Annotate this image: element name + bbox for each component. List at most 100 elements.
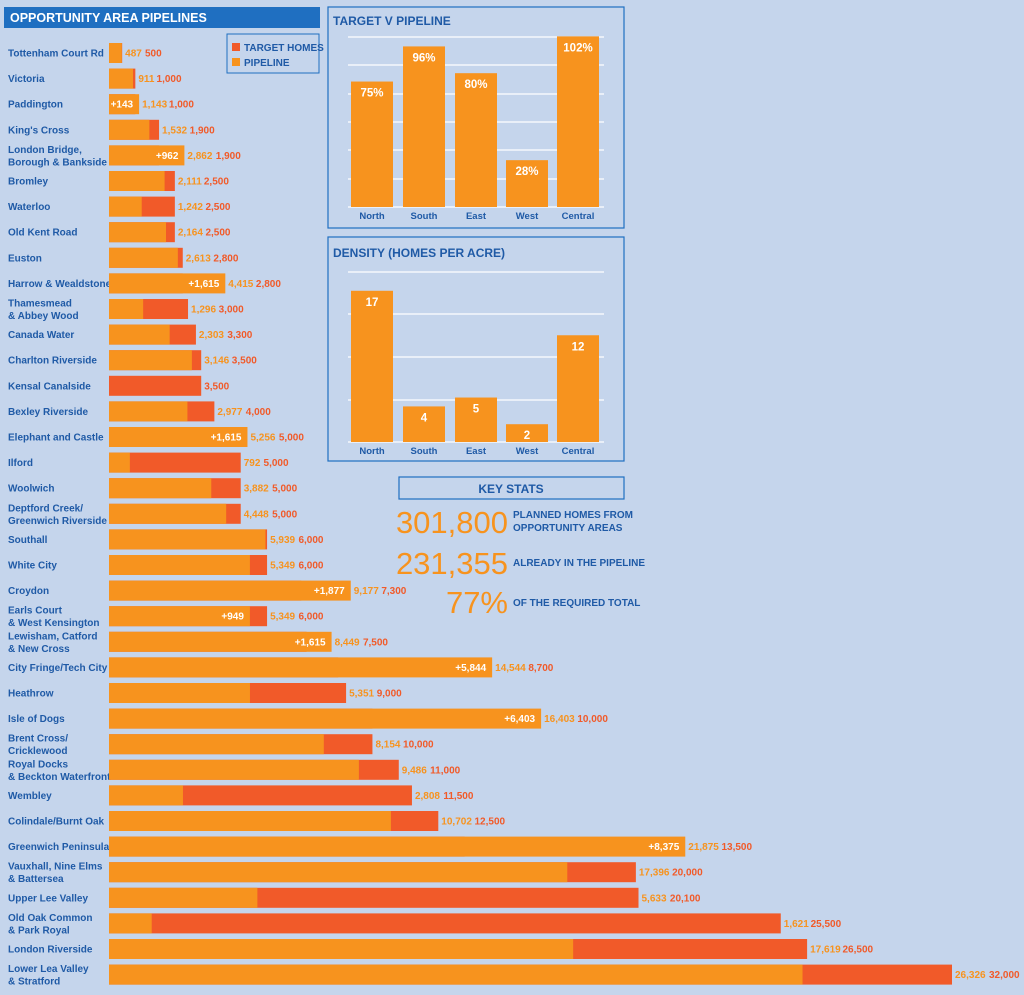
category-label-line: Thamesmead: [8, 299, 72, 310]
bar-pipeline: [109, 171, 165, 191]
category-label: King's Cross: [8, 125, 70, 136]
small-bar: [403, 406, 445, 442]
target-value-label: 5,000: [279, 433, 304, 444]
small-bar-value: 28%: [515, 166, 538, 178]
pipeline-value-label: 17,619: [810, 945, 841, 956]
category-label: Euston: [8, 253, 42, 264]
target-value-label: 26,500: [843, 945, 874, 956]
target-value-label: 1,900: [190, 125, 215, 136]
pipeline-value-label: 911: [138, 74, 155, 85]
pipeline-value-label: 9,486: [402, 765, 427, 776]
bar-pipeline: [109, 68, 133, 89]
small-bar-category: North: [359, 446, 385, 457]
excess-label: +1,877: [314, 586, 345, 597]
bar-pipeline: [109, 580, 351, 601]
bar-pipeline: [109, 887, 258, 908]
target-panel: [327, 6, 625, 229]
category-label-line: Greenwich Riverside: [8, 516, 107, 527]
bar-pipeline: [109, 862, 568, 883]
category-label-line: Isle of Dogs: [8, 714, 65, 725]
target-value-label: 20,100: [670, 893, 701, 904]
pipeline-value-label: 1,242: [178, 202, 203, 213]
small-bar-category: West: [516, 446, 539, 457]
category-label-line: Old Oak Common: [8, 913, 92, 924]
excess-label: +949: [221, 612, 244, 623]
category-label: Brent Cross/Cricklewood: [8, 734, 68, 758]
category-label-line: Colindale/Burnt Oak: [8, 817, 105, 828]
legend-pipeline-label: PIPELINE: [244, 58, 290, 69]
category-label: Kensal Canalside: [8, 381, 91, 392]
bar-pipeline: [109, 145, 185, 166]
target-value-label: 10,000: [577, 714, 608, 725]
category-label-line: Ilford: [8, 458, 33, 469]
excess-label: +962: [156, 151, 179, 162]
small-bar: [351, 290, 393, 442]
pipeline-value-label: 3,146: [204, 356, 229, 367]
category-label: Waterloo: [8, 202, 50, 213]
category-label: Royal Docks & Beckton Waterfront: [8, 759, 111, 783]
pipeline-value-label: 2,111: [178, 177, 202, 188]
target-value-label: 1,900: [216, 151, 241, 162]
category-label: Colindale/Burnt Oak: [8, 817, 105, 828]
target-value-label: 8,700: [528, 663, 553, 674]
target-value-label: 5,000: [272, 509, 297, 520]
bar-pipeline: [109, 529, 266, 550]
stat-number-percent: 77%: [446, 585, 508, 620]
category-label-line: Croydon: [8, 586, 49, 597]
excess-label: +6,403: [504, 714, 535, 725]
category-label: Victoria: [8, 74, 45, 85]
small-bar: [403, 46, 445, 207]
pipeline-value-label: 1,143: [142, 100, 167, 111]
category-label-line: London Riverside: [8, 945, 93, 956]
density-panel: [327, 236, 625, 462]
small-bar-value: 2: [524, 430, 530, 442]
target-value-label: 2,500: [205, 228, 230, 239]
bar-pipeline: [109, 350, 192, 371]
target-value-label: 6,000: [298, 612, 323, 623]
bar-pipeline: [109, 657, 493, 678]
category-label-line: Vauxhall, Nine Elms: [8, 862, 103, 873]
small-bar: [455, 397, 497, 442]
target-value-label: 9,000: [377, 689, 402, 700]
small-bar-value: 17: [366, 297, 379, 309]
category-label: Deptford Creek/Greenwich Riverside: [8, 503, 107, 527]
target-value-label: 3,500: [232, 356, 257, 367]
category-label: Southall: [8, 535, 48, 546]
category-label-line: & Stratford: [8, 977, 60, 988]
pipeline-value-label: 26,326: [955, 970, 986, 981]
target-value-label: 7,300: [381, 586, 406, 597]
small-bar-category: South: [411, 211, 438, 222]
stat-label-percent: OF THE REQUIRED TOTAL: [513, 598, 640, 609]
category-label-line: & Beckton Waterfront: [8, 772, 111, 783]
category-label-line: Southall: [8, 535, 48, 546]
category-label: Canada Water: [8, 330, 74, 341]
excess-label: +1,615: [295, 637, 326, 648]
stat-label-planned-line-1: PLANNED HOMES FROM: [513, 510, 633, 521]
bar-pipeline: [109, 478, 212, 499]
target-value-label: 2,500: [204, 177, 229, 188]
bar-pipeline: [109, 119, 150, 140]
category-label-line: Canada Water: [8, 330, 74, 341]
category-label: Heathrow: [8, 689, 54, 700]
bar-pipeline: [109, 247, 178, 268]
category-label: Wembley: [8, 791, 52, 802]
stat-number-pipeline: 231,355: [396, 546, 508, 581]
bar-target: [109, 375, 202, 396]
category-label-line: King's Cross: [8, 125, 70, 136]
pipeline-value-label: 2,808: [415, 791, 440, 802]
bar-pipeline: [109, 606, 250, 627]
category-label-line: & West Kensington: [8, 618, 99, 629]
category-label-line: Euston: [8, 253, 42, 264]
small-bar-value: 5: [473, 404, 480, 416]
small-bar-value: 75%: [360, 88, 383, 100]
bar-pipeline: [109, 913, 152, 934]
category-label: Elephant and Castle: [8, 433, 104, 444]
pipeline-value-label: 4,448: [244, 509, 269, 520]
pipeline-value-label: 1,621: [784, 919, 809, 930]
stat-label-planned: PLANNED HOMES FROM OPPORTUNITY AREAS: [513, 510, 633, 534]
category-label-line: London Bridge,: [8, 145, 82, 156]
density-panel-title: DENSITY (HOMES PER ACRE): [333, 246, 505, 260]
target-value-label: 10,000: [403, 740, 434, 751]
